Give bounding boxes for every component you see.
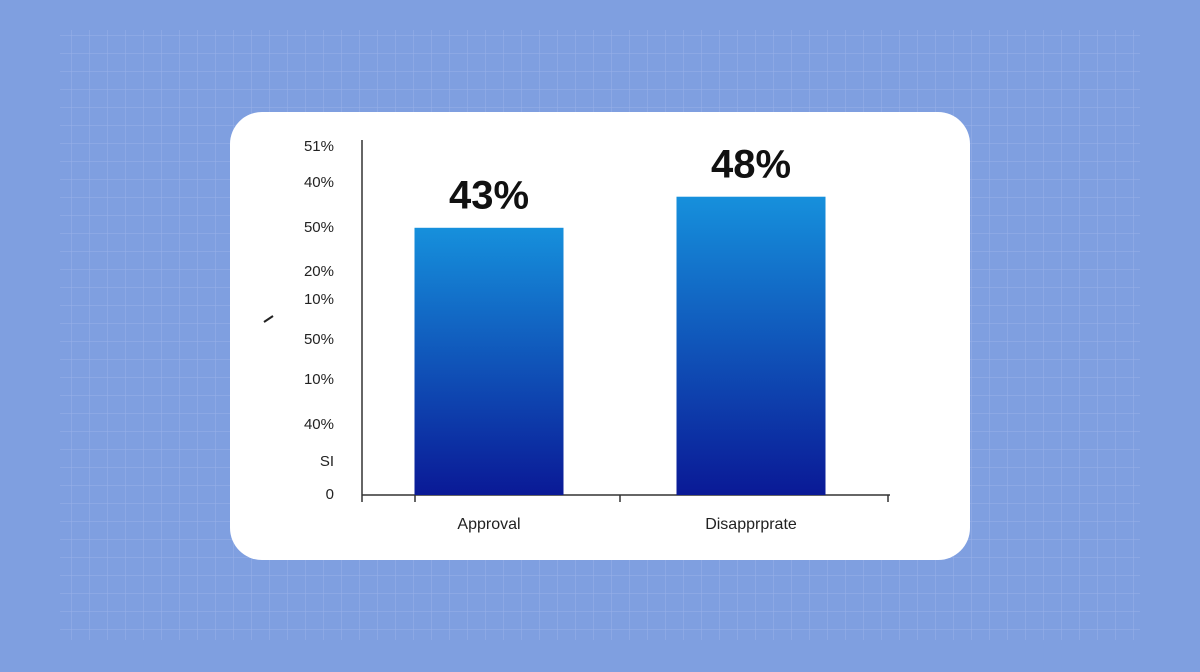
y-axis-label: 10% bbox=[304, 371, 334, 388]
y-axis-label: 40% bbox=[304, 174, 334, 191]
value-label: 43% bbox=[449, 173, 529, 217]
x-tick-label: Disapprprate bbox=[705, 516, 797, 533]
value-label: 48% bbox=[711, 142, 791, 186]
y-axis-label: 50% bbox=[304, 331, 334, 348]
stray-mark bbox=[263, 315, 274, 323]
y-axis-label: 51% bbox=[304, 138, 334, 155]
y-axis-label: 10% bbox=[304, 291, 334, 308]
bar bbox=[414, 227, 564, 496]
bar bbox=[676, 196, 826, 495]
y-axis-label: 0 bbox=[326, 486, 334, 503]
card bbox=[230, 112, 970, 560]
y-axis-label: 50% bbox=[304, 219, 334, 236]
y-axis-label: 20% bbox=[304, 263, 334, 280]
x-tick-label: Approval bbox=[457, 516, 520, 533]
y-axis-label: SI bbox=[320, 453, 334, 470]
y-axis-label: 40% bbox=[304, 416, 334, 433]
